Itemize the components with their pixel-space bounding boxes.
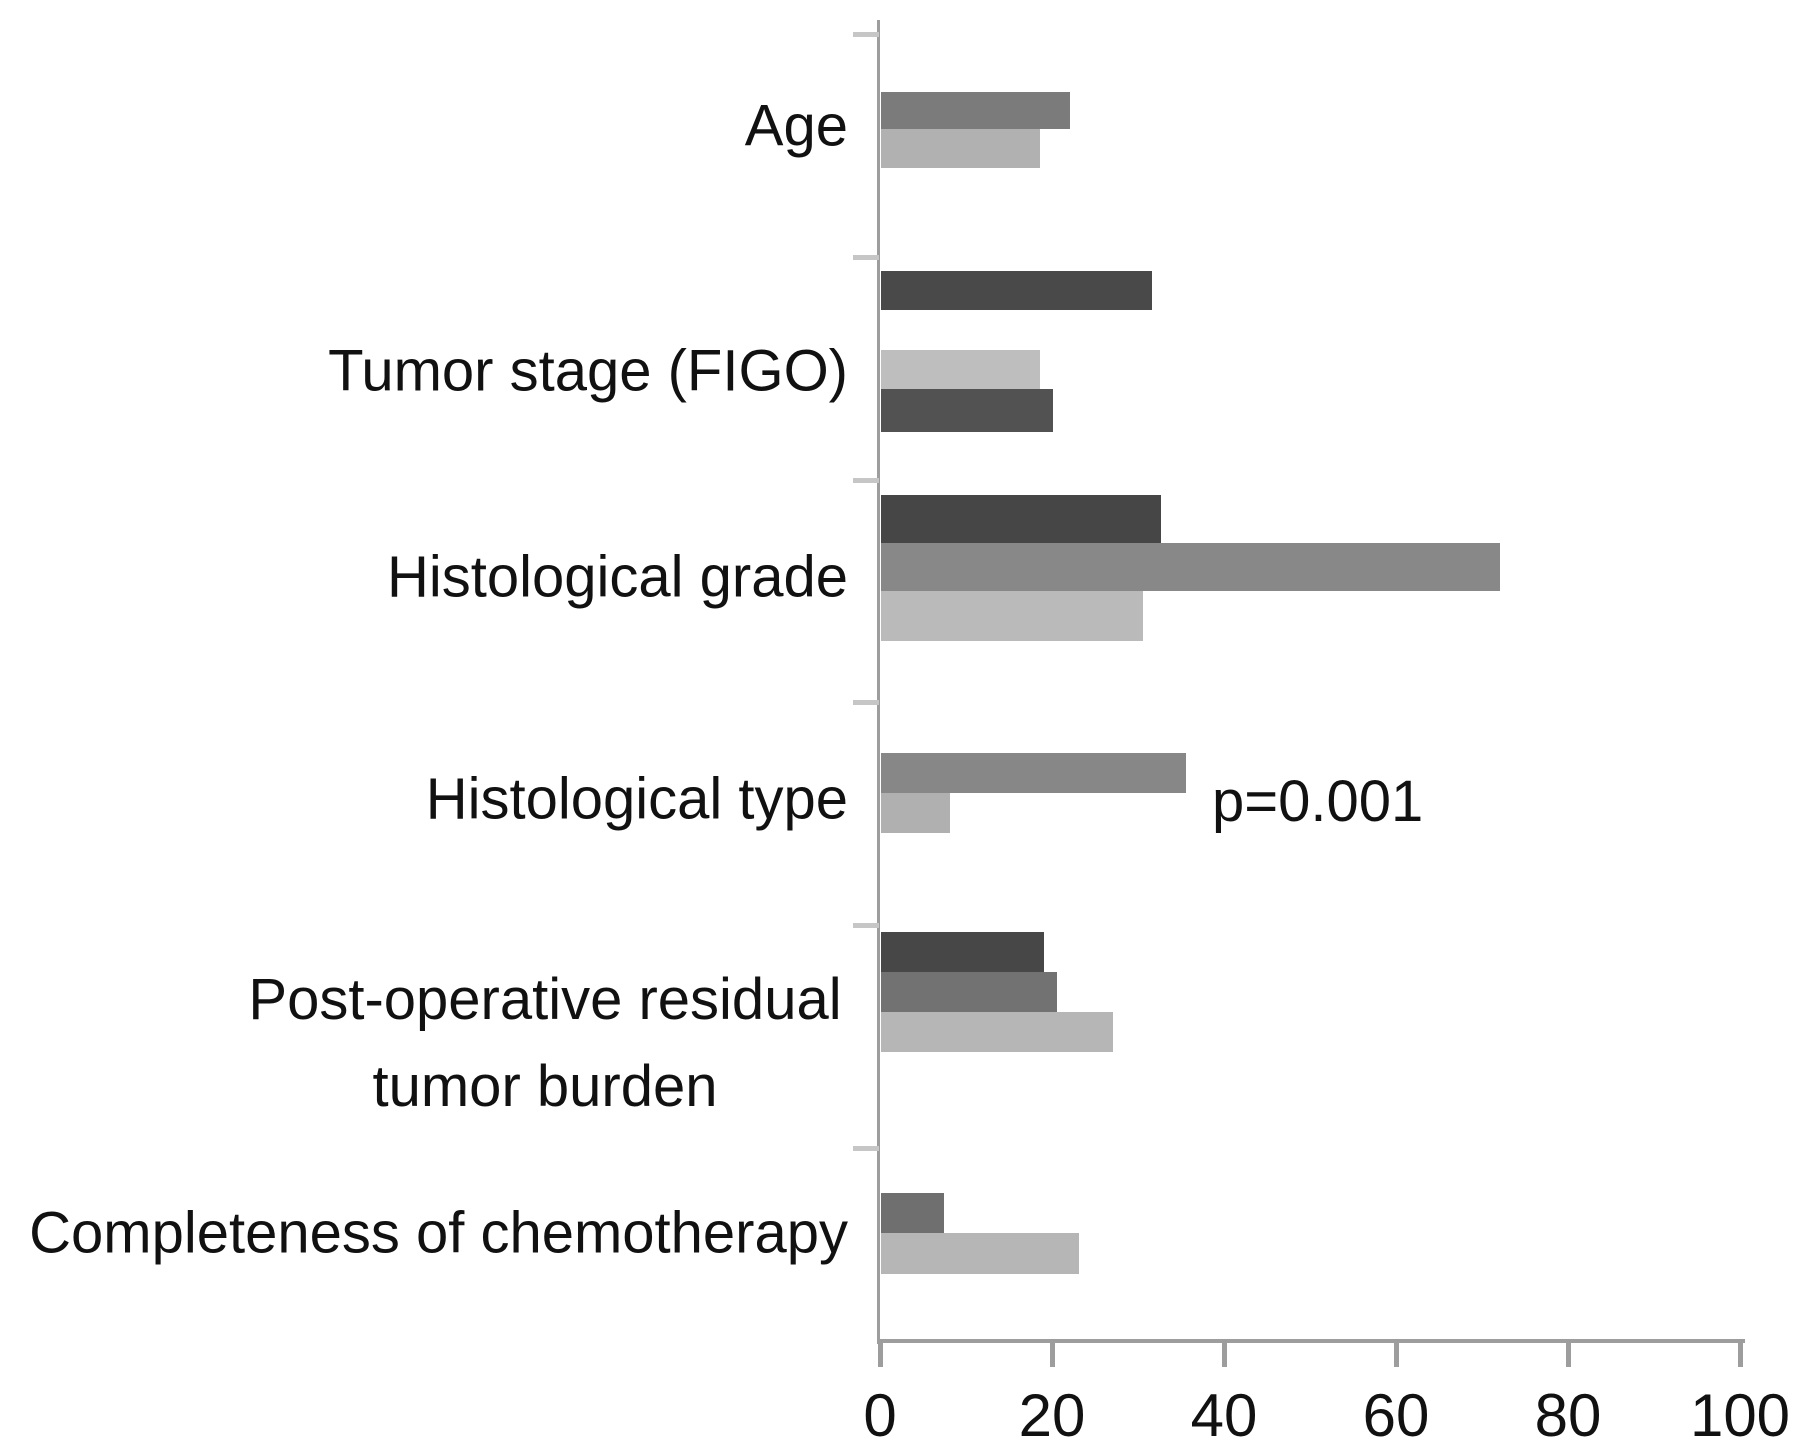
x-axis-tick <box>1222 1339 1227 1367</box>
bar <box>881 389 1053 432</box>
y-axis-boundary-tick <box>853 1146 879 1151</box>
bar <box>881 932 1045 972</box>
category-label: Age <box>744 93 848 159</box>
category-label: Completeness of chemotherapy <box>29 1200 848 1266</box>
y-axis-boundary-tick <box>853 32 879 37</box>
x-axis-tick-label: 80 <box>1534 1382 1602 1443</box>
bar <box>881 350 1041 389</box>
y-axis-boundary-tick <box>853 700 879 705</box>
bar <box>881 1233 1079 1274</box>
x-axis-tick-label: 40 <box>1190 1382 1258 1443</box>
y-axis-line <box>877 20 880 1344</box>
bar <box>881 271 1152 310</box>
x-axis-tick-label: 100 <box>1689 1382 1791 1443</box>
y-axis-boundary-tick <box>853 923 879 928</box>
category-label: Post-operative residual tumor burden <box>248 967 842 1119</box>
x-axis-tick <box>1566 1339 1571 1367</box>
category-label: Histological type <box>425 766 848 832</box>
bar <box>881 129 1041 168</box>
x-axis-tick-label: 20 <box>1018 1382 1086 1443</box>
x-axis-tick <box>1050 1339 1055 1367</box>
bar <box>881 495 1161 543</box>
x-axis-tick-label: 60 <box>1362 1382 1430 1443</box>
bar <box>881 1012 1114 1052</box>
category-label: Tumor stage (FIGO) <box>328 338 848 404</box>
bar <box>881 92 1071 129</box>
x-axis-tick <box>1738 1339 1743 1367</box>
y-axis-boundary-tick <box>853 478 879 483</box>
x-axis-tick <box>878 1339 883 1367</box>
p-value-annotation: p=0.001 <box>1212 769 1424 834</box>
x-axis-line <box>877 1339 1745 1343</box>
bar <box>881 793 950 833</box>
bar <box>881 1193 944 1233</box>
bar <box>881 543 1501 591</box>
bar <box>881 591 1144 641</box>
bar <box>881 972 1058 1012</box>
category-label: Histological grade <box>386 544 848 610</box>
y-axis-boundary-tick <box>853 255 879 260</box>
x-axis-tick-label: 0 <box>863 1382 897 1443</box>
bar <box>881 753 1187 793</box>
x-axis-tick <box>1394 1339 1399 1367</box>
